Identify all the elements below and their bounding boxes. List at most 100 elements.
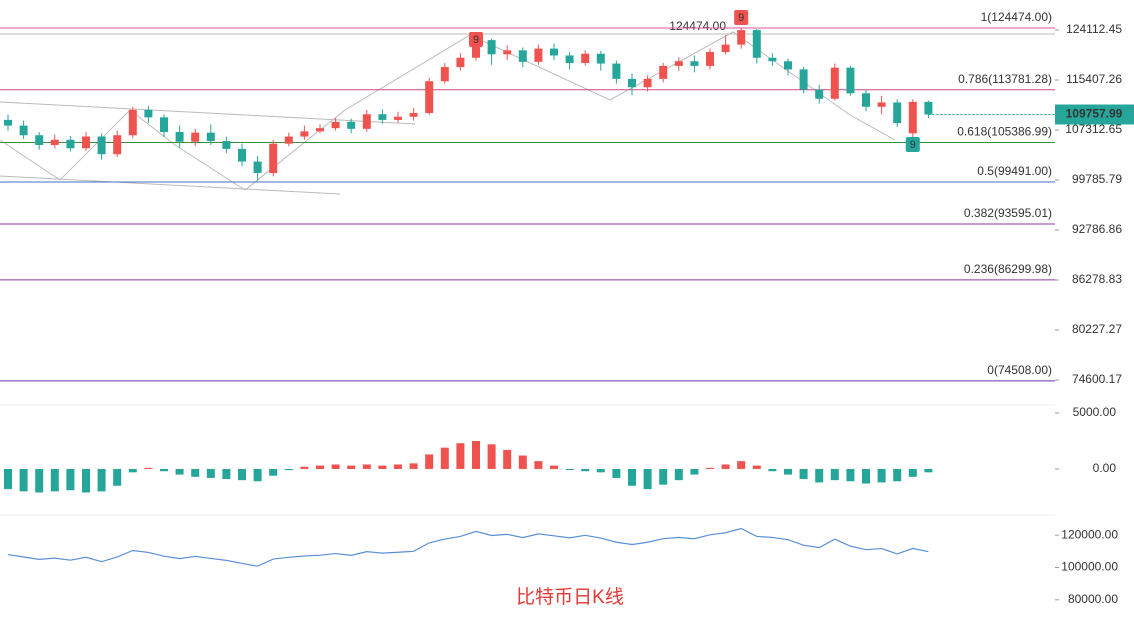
macd-bar (206, 468, 215, 478)
macd-bar (643, 468, 652, 490)
candle-body (19, 125, 28, 136)
macd-bar (846, 468, 855, 482)
macd-bar (752, 465, 761, 469)
candle-body (674, 61, 683, 66)
candle-body (331, 121, 340, 129)
y-tick-label: 0.00 (1093, 461, 1117, 475)
candle-body (487, 40, 496, 55)
macd-bar (82, 468, 90, 493)
macd-bar (581, 468, 590, 472)
macd-bar (300, 466, 309, 469)
candle-body (472, 40, 480, 58)
macd-bar (628, 468, 636, 486)
macd-bar (19, 468, 28, 492)
candle-body (690, 61, 699, 66)
candle-body (347, 121, 356, 129)
candle-body (628, 78, 636, 88)
fib-label: 0.5(99491.00) (977, 164, 1052, 178)
macd-bar (378, 465, 387, 469)
candle-body (924, 101, 933, 115)
macd-bar (893, 468, 902, 482)
macd-bar (690, 468, 699, 475)
fib-label: 0.382(93595.01) (964, 206, 1052, 220)
macd-bar (472, 440, 480, 469)
candle-body (737, 30, 746, 45)
macd-bar (66, 468, 75, 491)
y-tick-label: 100000.00 (1061, 560, 1118, 574)
candle-body (50, 139, 59, 145)
channel-bottom (0, 175, 341, 195)
candle-body (862, 93, 870, 107)
macd-bar (35, 468, 44, 493)
macd-bar (409, 463, 418, 469)
y-tick-label: 107312.65 (1065, 122, 1122, 136)
candle-body (362, 114, 371, 129)
candle-body (409, 112, 418, 117)
macd-bar (425, 454, 434, 469)
candle-body (799, 69, 808, 90)
candle-body (752, 30, 761, 58)
macd-bar (877, 468, 886, 483)
high-annotation: 124474.00 (669, 19, 726, 33)
macd-bar (440, 447, 449, 469)
candle-body (113, 135, 122, 155)
macd-bar (50, 468, 59, 492)
candle-body (35, 135, 44, 145)
candle-body (175, 132, 184, 142)
macd-bar (721, 464, 730, 469)
macd-bar (222, 468, 231, 480)
macd-bar (394, 464, 402, 469)
macd-bar (706, 467, 714, 469)
y-tick-label: 86278.83 (1072, 272, 1122, 286)
candle-body (596, 53, 605, 64)
candle-body (425, 81, 434, 113)
macd-bar (830, 468, 839, 481)
candle-body (721, 44, 730, 53)
caption: 比特币日K线 (516, 586, 624, 608)
macd-bar (784, 468, 792, 475)
macd-bar (97, 468, 106, 492)
macd-bar (4, 468, 12, 490)
candle-body (846, 67, 855, 94)
td-marker (905, 137, 920, 152)
y-tick-label: 124112.45 (1066, 22, 1122, 36)
candle-body (830, 67, 839, 99)
candle-body (191, 132, 200, 142)
candle-body (269, 143, 278, 174)
macd-bar (160, 468, 168, 472)
y-tick-label: 92786.86 (1072, 222, 1122, 236)
candle-body (206, 132, 215, 142)
macd-bar (768, 468, 777, 472)
macd-bar (191, 468, 200, 477)
macd-bar (612, 468, 621, 478)
macd-bar (253, 468, 262, 482)
candle-body (238, 148, 246, 162)
candle-body (908, 101, 917, 134)
candle-body (768, 57, 777, 62)
macd-bar (175, 468, 184, 475)
td-label: 9 (910, 139, 916, 151)
macd-bar (144, 467, 153, 469)
macd-bar (924, 468, 933, 473)
macd-bar (908, 468, 917, 477)
candle-body (378, 114, 387, 120)
macd-bar (737, 461, 746, 469)
fib-label: 0.618(105386.99) (957, 125, 1052, 139)
y-tick-label: 80227.27 (1072, 322, 1122, 336)
macd-bar (316, 465, 324, 469)
macd-bar (113, 468, 122, 486)
macd-bar (596, 468, 605, 473)
macd-bar (815, 468, 824, 483)
candle-body (128, 109, 137, 136)
candle-body (4, 119, 12, 126)
candle-body (97, 136, 106, 155)
candle-body (550, 48, 558, 56)
macd-bar (269, 468, 278, 476)
y-tick-label: 5000.00 (1073, 405, 1117, 419)
candle-body (222, 141, 231, 149)
candle-body (160, 117, 168, 133)
candle-body (877, 102, 886, 107)
macd-bar (565, 468, 574, 471)
td-label: 9 (738, 12, 744, 24)
